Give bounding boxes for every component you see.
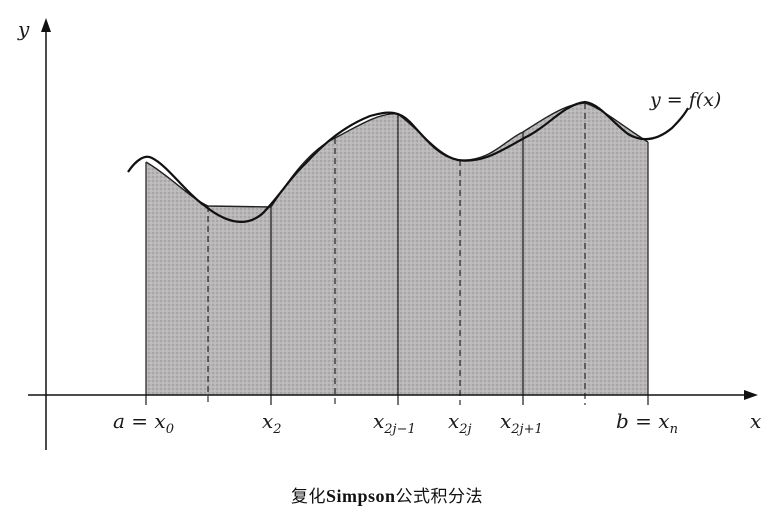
caption-simpson: Simpson [325, 486, 396, 506]
tick-label-x2j: x2j [448, 409, 472, 437]
x-axis-label: x [750, 409, 761, 433]
dashed-ordinates [207, 103, 586, 405]
curve-label: y = f(x) [649, 89, 721, 111]
function-curve [127, 100, 689, 223]
tick-label-x2j-1: x2j−1 [373, 409, 416, 437]
tick-label-b-xn: b = xn [616, 409, 678, 437]
tick-label-x2j+1: x2j+1 [500, 409, 543, 437]
solid-ordinates [145, 114, 649, 405]
shaded-area [146, 103, 648, 395]
tick-label-a-x0: a = x0 [113, 409, 174, 437]
tick-label-x2: x2 [262, 409, 282, 437]
caption-prefix: 复化 [290, 487, 326, 507]
y-axis-label: y [17, 17, 30, 41]
caption-suffix: 公式积分法 [395, 487, 484, 507]
x-axis-arrow-icon [744, 390, 758, 400]
figure-caption: 复化Simpson公式积分法 [0, 482, 774, 507]
y-axis-arrow-icon [41, 18, 51, 32]
